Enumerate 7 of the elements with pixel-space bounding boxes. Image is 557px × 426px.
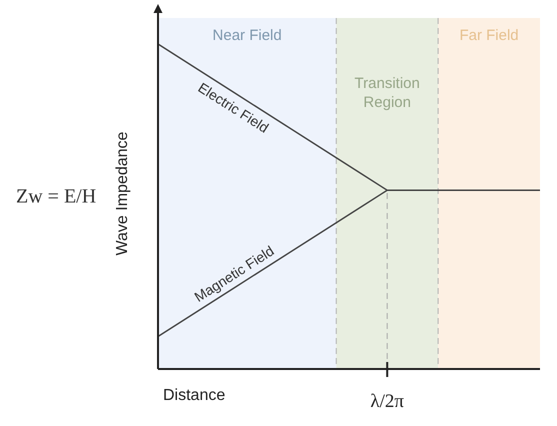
annotation: Transition Region — [354, 75, 420, 111]
text: Zw = E/H — [16, 186, 96, 208]
annotation: Near Field — [212, 27, 282, 44]
text: λ/2π — [370, 391, 404, 412]
x-axis-title: Distance — [163, 387, 226, 404]
y-axis-title: Wave Impedance — [114, 131, 130, 256]
annotation: Far Field — [459, 27, 519, 44]
